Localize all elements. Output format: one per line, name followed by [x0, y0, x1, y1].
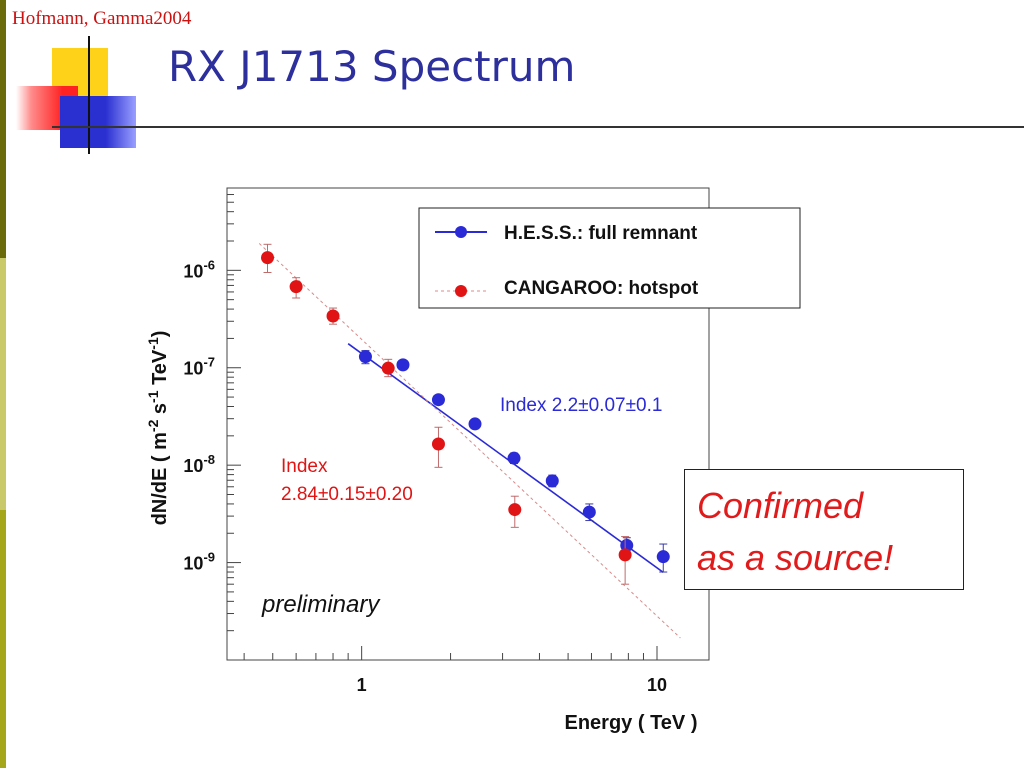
hess-data-point — [545, 474, 559, 488]
decoration-blue-block — [60, 96, 136, 148]
fit-line-cangaroo — [258, 243, 681, 639]
title-underline — [52, 126, 1024, 128]
left-accent-bar — [0, 0, 6, 258]
preliminary-watermark: preliminary — [261, 591, 381, 618]
cangaroo-data-point — [431, 437, 445, 451]
left-accent-bar-mid — [0, 510, 6, 768]
hess-data-point — [507, 451, 521, 465]
hess-data-point — [396, 358, 410, 372]
cangaroo-data-point — [508, 503, 522, 517]
cangaroo-index-annotation-line1: Index — [281, 456, 328, 477]
slide-credit: Hofmann, Gamma2004 — [12, 8, 192, 29]
cangaroo-data-point — [261, 251, 275, 265]
hess-data-point — [358, 350, 372, 364]
legend-cangaroo-label: CANGAROO: hotspot — [504, 278, 699, 299]
hess-index-annotation: Index 2.2±0.07±0.1 — [500, 395, 662, 416]
y-tick-label: 10-7 — [183, 355, 215, 379]
legend-hess-label: H.E.S.S.: full remnant — [504, 223, 698, 244]
fit-line-hess — [347, 343, 664, 574]
y-tick-label: 10-6 — [183, 257, 215, 281]
cangaroo-data-point — [618, 548, 632, 562]
y-axis-label: dN/dE ( m-2 s-1 TeV-1) — [145, 331, 171, 526]
x-tick-label: 1 — [357, 675, 367, 695]
hess-data-point — [656, 550, 670, 564]
cangaroo-index-annotation-line2: 2.84±0.15±0.20 — [281, 484, 413, 505]
x-tick-label: 10 — [647, 675, 667, 695]
slide-title: RX J1713 Spectrum — [168, 42, 576, 91]
x-axis-label: Energy ( TeV ) — [565, 712, 698, 734]
legend-box — [418, 207, 801, 309]
cangaroo-data-point — [289, 280, 303, 294]
hess-data-point — [582, 505, 596, 519]
hess-data-point — [431, 393, 445, 407]
cangaroo-data-point — [381, 361, 395, 375]
confirmed-source-callout: Confirmed as a source! — [684, 469, 964, 590]
legend: H.E.S.S.: full remnant CANGAROO: hotspot — [418, 207, 801, 309]
cangaroo-data-point — [326, 309, 340, 323]
y-tick-label: 10-8 — [183, 452, 215, 476]
legend-cangaroo-marker — [455, 285, 467, 297]
legend-hess-marker — [455, 226, 467, 238]
decoration-vertical-line — [88, 36, 90, 154]
callout-line-1: Confirmed — [697, 485, 864, 526]
hess-data-point — [468, 417, 482, 431]
callout-line-2: as a source! — [697, 537, 894, 578]
y-tick-label: 10-9 — [183, 550, 215, 574]
